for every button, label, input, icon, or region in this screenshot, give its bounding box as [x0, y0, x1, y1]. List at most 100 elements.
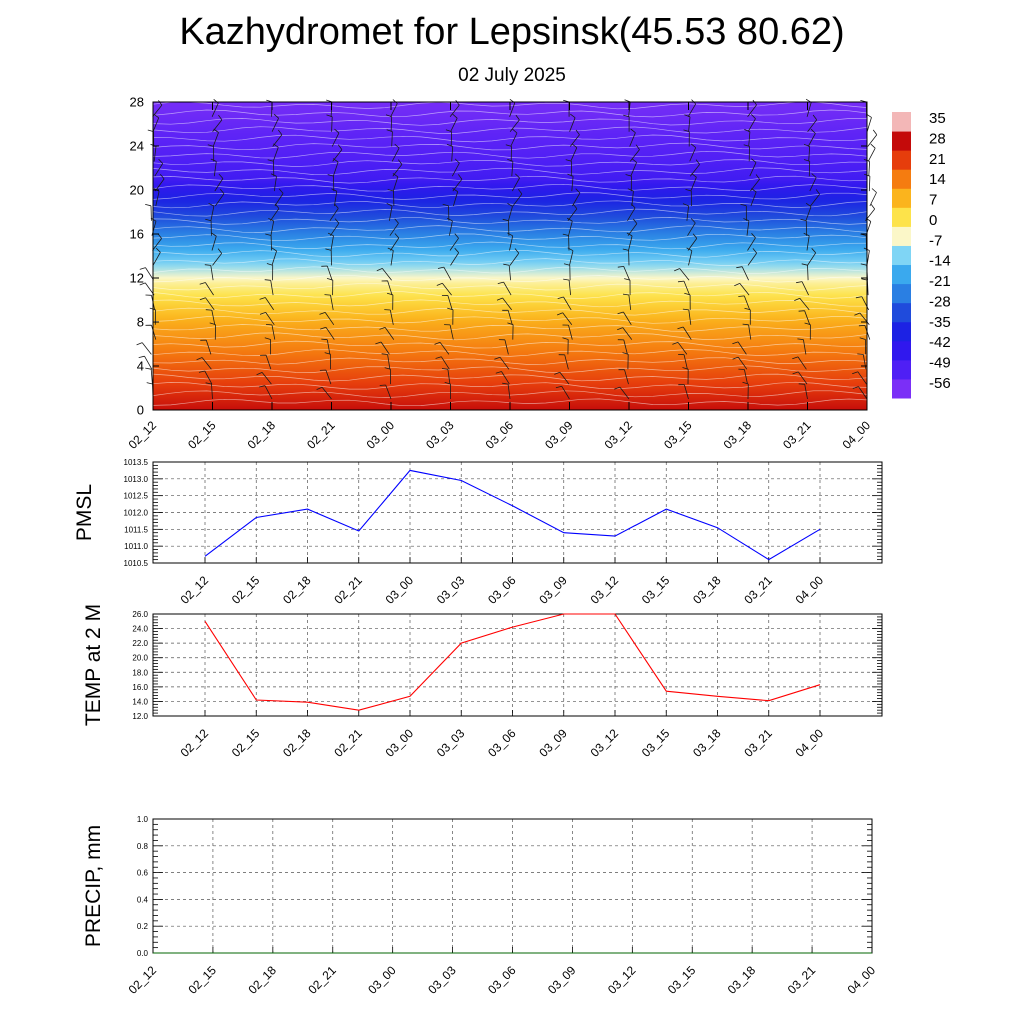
x-tick-label: 03_03 [434, 726, 468, 760]
wind-barb [852, 371, 867, 385]
wind-barb [747, 248, 758, 266]
wind-barb [214, 173, 224, 192]
wind-barb [379, 327, 395, 340]
wind-barb [272, 129, 283, 147]
x-tick-label: 03_12 [588, 726, 622, 760]
wind-barb [792, 371, 808, 385]
wind-barb [392, 159, 403, 177]
wind-barb [139, 267, 154, 281]
wind-barb [441, 295, 453, 311]
contour-line [152, 357, 868, 365]
series-line [204, 469, 821, 561]
y-tick-label: 8 [137, 315, 144, 330]
colorbar-swatch [892, 264, 911, 285]
wind-barb [271, 113, 279, 132]
x-tick-label: 03_06 [485, 573, 519, 607]
wind-barb [556, 312, 573, 326]
wind-barb [200, 339, 212, 355]
wind-barb [678, 354, 688, 370]
y-tick-label: 0.8 [137, 842, 149, 851]
wind-barb [629, 144, 640, 162]
wind-barb [749, 158, 757, 177]
wind-barb [510, 128, 518, 147]
colorbar-label: -14 [929, 253, 951, 270]
x-tick-label: 03_18 [690, 726, 724, 760]
wind-barb [212, 248, 223, 266]
precip-panel: 0.0 0.2 0.4 0.6 0.8 1.0 02_12 02_15 02_18 02_21 03… [82, 815, 878, 997]
colorbar-swatch [892, 188, 911, 208]
y-tick-label: 26.0 [132, 610, 148, 619]
wind-barb [502, 309, 513, 325]
y-tick-label: 1013.0 [124, 475, 149, 484]
wind-barb [554, 371, 570, 385]
colorbar-swatch [892, 321, 911, 342]
x-tick-label: 02_12 [126, 963, 160, 997]
wind-barb [381, 353, 391, 370]
x-tick-label: 03_21 [785, 963, 819, 997]
y-tick-label: 16.0 [132, 683, 148, 692]
contour-line [152, 150, 868, 159]
colorbar-label: 0 [929, 212, 937, 229]
wind-barb [154, 158, 164, 177]
wind-barb [259, 297, 275, 311]
colorbar-label: -21 [929, 273, 951, 290]
wind-barb [384, 309, 394, 325]
wind-barb [749, 174, 760, 192]
wind-barb [496, 297, 513, 311]
wind-barb [798, 310, 811, 325]
x-tick-label: 04_00 [793, 573, 827, 607]
wind-barb [502, 382, 511, 400]
wind-barb [555, 385, 570, 400]
wind-barb [327, 174, 335, 192]
wind-barb [256, 372, 272, 385]
wind-barb [732, 341, 747, 355]
wind-barb [805, 202, 812, 221]
wind-barb [442, 203, 450, 221]
wind-barb [629, 128, 636, 147]
y-ticks [153, 613, 882, 717]
wind-barb [800, 218, 807, 236]
contour-line [152, 233, 868, 242]
x-tick-label: 02_15 [186, 963, 220, 997]
y-tick-label: 12 [130, 271, 144, 286]
wind-barb [623, 114, 630, 132]
x-tick-label: 03_12 [602, 418, 636, 452]
wind-barb [557, 296, 572, 311]
colorbar-label: 21 [929, 151, 946, 168]
wind-barb [618, 369, 629, 385]
wind-barb [205, 309, 216, 325]
wind-barb [617, 266, 630, 281]
x-tick-label: 02_21 [331, 573, 365, 607]
y-tick-label: 1.0 [137, 815, 149, 824]
chart-subtitle: 02 July 2025 [458, 65, 566, 86]
wind-barb [738, 295, 751, 311]
colorbar-label: 35 [929, 110, 946, 127]
x-tick-label: 03_18 [721, 418, 755, 452]
y-tick-label: 22.0 [132, 639, 148, 648]
x-tick-label: 03_21 [741, 726, 775, 760]
wind-barb [566, 217, 573, 236]
wind-barb [390, 233, 400, 251]
wind-barb [497, 281, 512, 296]
wind-barb [854, 312, 870, 326]
wind-barb [324, 294, 334, 310]
wind-barb [734, 283, 750, 296]
y-tick-label: 4 [137, 359, 144, 374]
grid [152, 818, 873, 954]
wind-barb [196, 357, 212, 370]
wind-barb [682, 308, 692, 325]
colorbar-swatch [892, 226, 911, 246]
wind-barb [319, 369, 332, 385]
x-tick-label: 03_00 [365, 963, 399, 997]
wind-barb [267, 159, 275, 177]
wind-barb [567, 203, 578, 222]
wind-barb [329, 203, 339, 222]
x-tick-label: 02_18 [280, 726, 314, 760]
x-tick-label: 03_09 [536, 726, 570, 760]
wind-barb [387, 189, 395, 207]
wind-barb [495, 371, 510, 385]
wind-barb [444, 324, 454, 340]
wind-barb [264, 279, 274, 296]
colorbar-swatch [892, 245, 911, 266]
